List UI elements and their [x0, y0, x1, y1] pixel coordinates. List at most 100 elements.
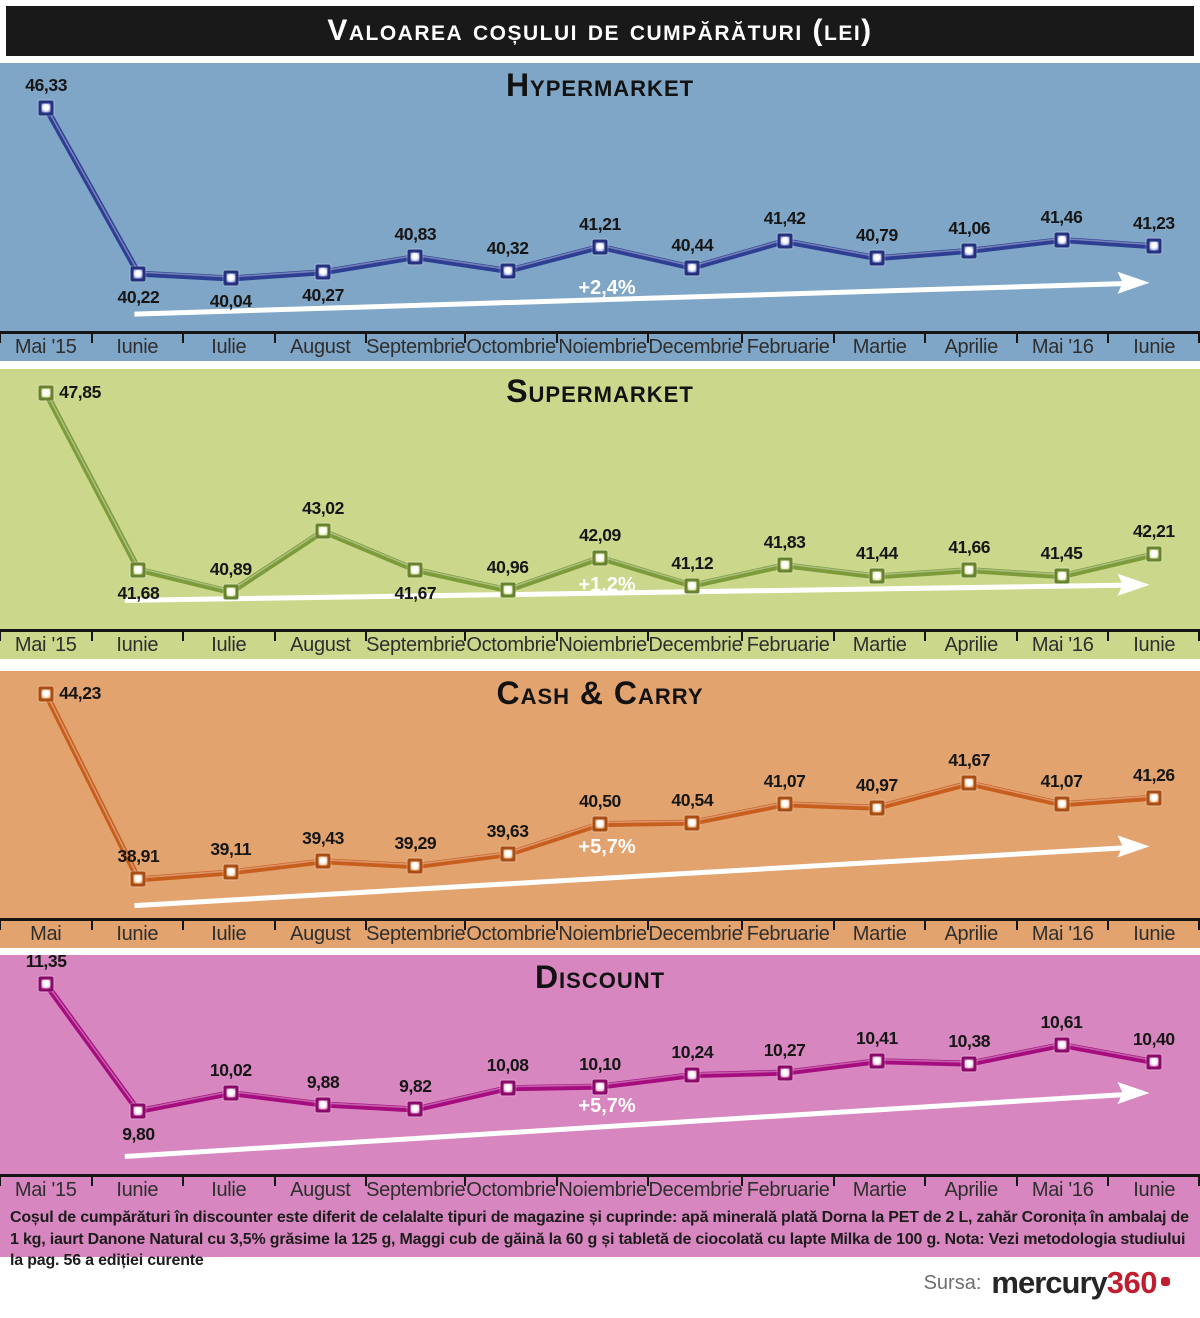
- x-axis-label: Aprilie: [924, 632, 1017, 659]
- data-point-label: 43,02: [302, 498, 344, 519]
- x-axis-label: Aprilie: [924, 1177, 1017, 1204]
- data-point-marker: [684, 260, 700, 276]
- chart-title-bar: Valoarea coșului de cumpărături (lei): [6, 6, 1194, 56]
- data-point-marker: [777, 796, 793, 812]
- data-point-label: 40,44: [671, 234, 714, 255]
- data-point-marker: [407, 249, 423, 265]
- data-point-label: 41,67: [948, 750, 991, 771]
- supermarket-x-axis: Mai '15 Iunie Iulie August Septembrie Octombr…: [0, 629, 1200, 659]
- data-point-label: 38,91: [117, 846, 160, 867]
- data-point-label: 41,06: [948, 217, 991, 238]
- source-row: Sursa: mercury 360: [0, 1257, 1200, 1309]
- data-point-marker: [1054, 232, 1070, 248]
- x-axis-label: Septembrie: [365, 334, 466, 361]
- data-point-label: 10,61: [1040, 1011, 1083, 1032]
- data-point-marker: [223, 584, 239, 600]
- data-point-marker: [592, 239, 608, 255]
- growth-label: +5,7%: [578, 1095, 636, 1118]
- data-point-label: 41,45: [1040, 543, 1083, 564]
- x-axis-label: Iunie: [90, 1177, 184, 1204]
- data-point-marker: [684, 815, 700, 831]
- growth-label: +1,2%: [578, 574, 636, 597]
- data-point-marker: [1146, 1054, 1162, 1070]
- data-point-marker: [38, 385, 54, 401]
- data-point-marker: [130, 871, 146, 887]
- trend-arrow-head: [1117, 271, 1150, 294]
- data-point-label: 39,29: [394, 833, 437, 854]
- x-axis-label: Iunie: [1107, 632, 1200, 659]
- data-point-marker: [961, 775, 977, 791]
- supermarket-panel: Supermarket +1,2% 47,85 41,68 40,89 43,02 41…: [0, 369, 1200, 659]
- footnote-text: Coșul de cumpărături în discounter este …: [0, 1204, 1200, 1269]
- data-point-marker: [315, 264, 331, 280]
- hypermarket-x-axis: Mai '15 Iunie Iulie August Septembrie Octombr…: [0, 331, 1200, 361]
- logo-dot: [1161, 1276, 1170, 1286]
- data-point-label: 40,32: [486, 237, 529, 258]
- data-point-label: 10,08: [486, 1055, 529, 1076]
- data-point-label: 40,83: [394, 224, 437, 245]
- data-point-marker: [38, 976, 54, 992]
- trend-arrow: [124, 1091, 1128, 1159]
- data-point-marker: [1054, 796, 1070, 812]
- x-axis-label: Iunie: [1107, 1177, 1200, 1204]
- x-axis-label: Septembrie: [365, 1177, 466, 1204]
- data-point-marker: [1054, 568, 1070, 584]
- data-point-marker: [592, 550, 608, 566]
- trend-arrow-head: [1117, 1081, 1150, 1104]
- data-point-marker: [223, 270, 239, 286]
- x-axis-label: Martie: [832, 334, 926, 361]
- data-point-label: 41,44: [856, 543, 898, 564]
- x-axis-label: Mai '16: [1015, 334, 1109, 361]
- trend-arrow-head: [1117, 573, 1150, 596]
- discount-x-axis: Mai '15 Iunie Iulie August Septembrie Octombr…: [0, 1174, 1200, 1204]
- data-point-marker: [500, 263, 516, 279]
- x-axis-label: Decembrie: [647, 1177, 743, 1204]
- data-point-marker: [315, 523, 331, 539]
- x-axis-label: Noiembrie: [555, 632, 649, 659]
- data-point-marker: [407, 562, 423, 578]
- data-point-marker: [38, 686, 54, 702]
- data-point-label: 10,24: [671, 1042, 714, 1063]
- x-axis-label: Decembrie: [647, 921, 743, 948]
- x-axis-label: Octombrie: [464, 921, 557, 948]
- x-axis-label: Octombrie: [464, 1177, 557, 1204]
- trend-arrow: [124, 582, 1128, 603]
- data-point-marker: [777, 1065, 793, 1081]
- x-axis-label: Mai: [0, 921, 92, 948]
- data-point-marker: [130, 266, 146, 282]
- data-point-label: 40,22: [117, 286, 160, 307]
- data-point-marker: [1146, 546, 1162, 562]
- x-axis-label: Iunie: [90, 334, 184, 361]
- data-point-label: 10,40: [1132, 1029, 1175, 1050]
- x-axis-label: Mai '15: [0, 632, 92, 659]
- data-point-marker: [500, 846, 516, 862]
- x-axis-label: Iulie: [182, 632, 275, 659]
- data-point-label: 10,02: [209, 1060, 252, 1081]
- data-point-label: 40,79: [856, 225, 898, 246]
- source-label: Sursa:: [923, 1271, 982, 1294]
- data-point-label: 41,12: [671, 552, 714, 573]
- x-axis-label: August: [273, 334, 367, 361]
- data-point-marker: [130, 562, 146, 578]
- data-point-marker: [961, 562, 977, 578]
- data-point-label: 41,83: [763, 532, 806, 553]
- x-axis-label: Mai '16: [1015, 632, 1109, 659]
- x-axis-label: Octombrie: [464, 632, 557, 659]
- data-point-label: 39,43: [302, 828, 344, 849]
- data-point-label: 44,23: [59, 683, 101, 704]
- x-axis-label: Februarie: [741, 334, 834, 361]
- data-point-label: 10,38: [948, 1030, 991, 1051]
- data-point-label: 47,85: [59, 382, 101, 403]
- data-point-label: 9,80: [122, 1124, 155, 1145]
- data-point-marker: [869, 568, 885, 584]
- trend-arrow: [134, 280, 1128, 317]
- data-point-label: 41,07: [763, 771, 806, 792]
- data-point-label: 39,11: [210, 839, 252, 860]
- cash-and-carry-panel: Cash & Carry +5,7% 44,23 38,91 39,11 39,43 3…: [0, 671, 1200, 948]
- x-axis-label: Decembrie: [647, 632, 743, 659]
- data-point-label: 11,35: [25, 955, 67, 972]
- x-axis-label: August: [273, 1177, 367, 1204]
- x-axis-label: Iulie: [182, 1177, 275, 1204]
- data-point-label: 41,26: [1132, 764, 1175, 785]
- x-axis-label: Iunie: [1107, 921, 1200, 948]
